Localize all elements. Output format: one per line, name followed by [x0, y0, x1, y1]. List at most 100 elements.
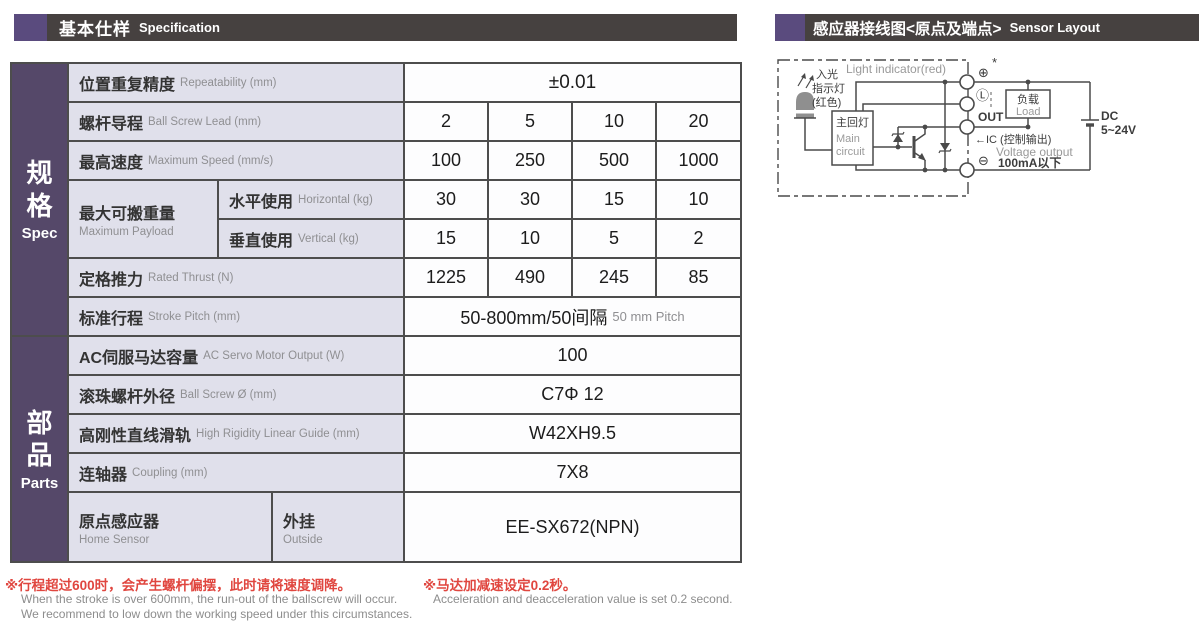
stroke-value-zh: 50-800mm/50间隔: [460, 307, 608, 328]
stroke-value-en: 50 mm Pitch: [612, 309, 685, 324]
label-zh: 最大可搬重量: [79, 206, 176, 223]
terminal-plus: [959, 74, 975, 90]
label-en: Home Sensor: [79, 534, 150, 546]
row-stroke-label: 标准行程 Stroke Pitch (mm): [69, 298, 403, 335]
row-home-sensor-value: EE-SX672(NPN): [405, 493, 740, 561]
vertical-value-3: 5: [573, 220, 655, 257]
note-accel-en: Acceleration and deacceleration value is…: [433, 592, 733, 606]
row-outside-label: 外挂 Outside: [273, 493, 403, 561]
main-circuit-en1: Main: [836, 133, 860, 145]
sidebar-parts: 部品 Parts: [12, 337, 67, 561]
label-zh: 滚珠螺杆外径: [79, 388, 176, 406]
row-servo-label: AC伺服马达容量 AC Servo Motor Output (W): [69, 337, 403, 374]
row-screw-dia-value: C7Φ 12: [405, 376, 740, 413]
light-arrows-icon: [797, 73, 814, 89]
accent-square: [14, 14, 47, 41]
row-guide-value: W42XH9.5: [405, 415, 740, 452]
label-zh: 连轴器: [79, 466, 128, 484]
spec-header-title-en: Specification: [139, 20, 220, 35]
label-zh: 原点感应器: [79, 514, 160, 531]
terminal-out-label: OUT: [978, 110, 1004, 124]
row-stroke-value: 50-800mm/50间隔 50 mm Pitch: [405, 298, 740, 335]
horizontal-value-1: 30: [405, 181, 487, 218]
label-en: AC Servo Motor Output (W): [203, 349, 345, 362]
label-zh: AC伺服马达容量: [79, 349, 199, 367]
sidebar-spec: 规格 Spec: [12, 64, 67, 335]
l-wire: [862, 103, 960, 111]
sensor-header-title-zh: 感应器接线图<原点及端点>: [813, 20, 1002, 38]
terminal-out: [959, 119, 975, 135]
label-zh: 水平使用: [229, 193, 294, 211]
terminal-minus: [959, 162, 975, 178]
light-label-zh1: 入光: [816, 67, 838, 81]
label-en: Coupling (mm): [132, 466, 208, 479]
note-accel-zh: ※马达加减速设定0.2秒。: [423, 578, 577, 593]
sensor-header-title-en: Sensor Layout: [1009, 20, 1100, 35]
label-zh: 位置重复精度: [79, 76, 176, 94]
load-label-zh: 负载: [1017, 92, 1039, 106]
thrust-value-1: 1225: [405, 259, 487, 296]
label-zh: 标准行程: [79, 310, 144, 328]
sidebar-spec-en: Spec: [21, 225, 58, 242]
light-label-zh2: 指示灯: [812, 81, 845, 95]
lead-value-3: 10: [573, 103, 655, 140]
label-en: Ball Screw Ø (mm): [180, 388, 277, 401]
load-box: [1005, 89, 1051, 119]
label-zh: 垂直使用: [229, 232, 294, 250]
speed-value-4: 1000: [657, 142, 740, 179]
vertical-value-4: 2: [657, 220, 740, 257]
label-en: Vertical (kg): [298, 232, 359, 245]
sidebar-parts-en: Parts: [20, 474, 59, 492]
row-screw-dia-label: 滚珠螺杆外径 Ball Screw Ø (mm): [69, 376, 403, 413]
label-en: Stroke Pitch (mm): [148, 310, 241, 323]
row-payload-group-label: 最大可搬重量 Maximum Payload: [69, 181, 217, 257]
lead-value-2: 5: [489, 103, 571, 140]
dc-label: DC: [1101, 109, 1119, 123]
accent-square: [775, 14, 805, 41]
sidebar-spec-zh: 规格: [26, 158, 53, 221]
row-vertical-label: 垂直使用 Vertical (kg): [219, 220, 403, 257]
main-circuit-en2: circuit: [836, 146, 865, 158]
thrust-value-4: 85: [657, 259, 740, 296]
row-lead-label: 螺杆导程 Ball Screw Lead (mm): [69, 103, 403, 140]
speed-value-2: 250: [489, 142, 571, 179]
lead-value-1: 2: [405, 103, 487, 140]
spec-header-title-zh: 基本仕样: [59, 20, 131, 39]
battery-icon: [1081, 82, 1099, 170]
main-circuit-zh: 主回灯: [836, 116, 869, 129]
row-coupling-label: 连轴器 Coupling (mm): [69, 454, 403, 491]
label-en: Maximum Speed (mm/s): [148, 154, 274, 167]
label-en: Outside: [283, 534, 323, 546]
sensor-layout-header: 感应器接线图<原点及端点> Sensor Layout: [775, 14, 1199, 41]
row-horizontal-label: 水平使用 Horizontal (kg): [219, 181, 403, 218]
voltage-output-label: Voltage output: [996, 145, 1073, 159]
terminal-minus-symbol: ⊖: [978, 153, 989, 168]
thrust-value-2: 490: [489, 259, 571, 296]
sidebar-parts-zh: 部品: [26, 407, 53, 471]
lead-value-4: 20: [657, 103, 740, 140]
label-en: Rated Thrust (N): [148, 271, 234, 284]
transistor-icon: [912, 127, 926, 170]
row-coupling-value: 7X8: [405, 454, 740, 491]
label-en: Ball Screw Lead (mm): [148, 115, 262, 128]
label-zh: 螺杆导程: [79, 115, 144, 133]
vertical-value-1: 15: [405, 220, 487, 257]
sensor-diagram: 入光 指示灯 (红色) Light indicator(red) 主回灯 Mai…: [777, 55, 1136, 197]
speed-value-3: 500: [573, 142, 655, 179]
terminal-plus-symbol: ⊕: [978, 65, 989, 80]
label-en: Repeatability (mm): [180, 76, 277, 89]
speed-value-1: 100: [405, 142, 487, 179]
main-circuit-box: [831, 110, 874, 166]
led-wire: [804, 118, 832, 151]
label-zh: 外挂: [283, 514, 316, 531]
label-en: High Rigidity Linear Guide (mm): [196, 427, 360, 440]
asterisk-mark: *: [992, 55, 997, 70]
surge-zener-icon: [938, 82, 952, 170]
spec-table: 规格 Spec 部品 Parts 位置重复精度 Repeatability (m…: [10, 62, 742, 563]
row-servo-value: 100: [405, 337, 740, 374]
zener-diode-icon: [891, 127, 905, 147]
row-repeatability-value: ±0.01: [405, 64, 740, 101]
horizontal-value-4: 10: [657, 181, 740, 218]
row-home-sensor-label: 原点感应器 Home Sensor: [69, 493, 271, 561]
row-guide-label: 高刚性直线滑轨 High Rigidity Linear Guide (mm): [69, 415, 403, 452]
